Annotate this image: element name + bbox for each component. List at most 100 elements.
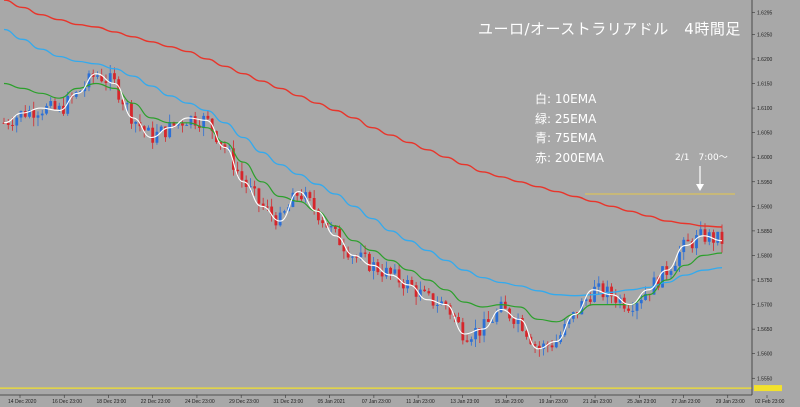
candle-down: [223, 144, 227, 149]
candle-up: [644, 293, 647, 300]
legend-ema75: 青: 75EMA: [535, 131, 597, 145]
candle-down: [312, 198, 316, 210]
candle-down: [414, 285, 418, 297]
x-tick-label: 25 Jan 23:00: [627, 399, 656, 405]
candle-up: [482, 319, 486, 336]
candle-down: [130, 103, 133, 124]
candle-down: [121, 99, 125, 105]
candle-up: [350, 256, 354, 258]
candle-down: [656, 277, 660, 288]
candle-up: [542, 343, 545, 349]
y-tick-label: 1.5950: [757, 180, 773, 186]
level-layer: [0, 193, 782, 392]
candle-down: [461, 322, 465, 341]
ema-layer: [3, 0, 723, 350]
candle-up: [74, 92, 78, 97]
candle-down: [588, 299, 592, 302]
candle-down: [367, 253, 371, 271]
candle-up: [635, 303, 639, 311]
candle-down: [100, 75, 104, 82]
candle-down: [342, 245, 346, 252]
y-tick-label: 1.5900: [757, 204, 773, 210]
candle-up: [618, 297, 622, 303]
candle-down: [321, 220, 325, 224]
candle-up: [57, 105, 61, 110]
x-tick-label: 05 Jan 2021: [318, 399, 346, 405]
candle-up: [716, 231, 720, 243]
legend-ema10: 白: 10EMA: [535, 92, 597, 106]
candle-up: [49, 101, 53, 106]
candle-down: [240, 171, 244, 180]
candle-down: [206, 115, 210, 119]
y-tick-label: 1.5650: [757, 327, 773, 333]
candle-up: [372, 262, 376, 271]
ema10-line: [3, 73, 723, 350]
candle-up: [499, 301, 503, 312]
candle-down: [32, 110, 36, 118]
ema75-line: [3, 28, 723, 297]
candle-up: [639, 299, 643, 304]
candle-down: [181, 123, 184, 126]
candle-up: [202, 115, 206, 128]
candle-down: [431, 293, 435, 306]
candle-up: [491, 321, 494, 323]
candle-down: [6, 122, 10, 125]
candle-up: [185, 124, 189, 126]
candle-down: [104, 81, 108, 83]
y-tick-label: 1.6050: [757, 131, 773, 137]
x-tick-label: 29 Jan 23:00: [716, 399, 745, 405]
candle-down: [333, 225, 337, 229]
candle-down: [401, 282, 405, 289]
candle-down: [363, 252, 367, 254]
candle-down: [142, 126, 146, 131]
support-price-tag: [754, 385, 782, 392]
candle-up: [66, 95, 70, 114]
candle-up: [134, 121, 138, 124]
candle-up: [435, 304, 439, 306]
candle-down: [550, 345, 554, 348]
candle-down: [627, 308, 630, 311]
candle-down: [720, 231, 724, 244]
y-tick-label: 1.6295: [757, 10, 773, 16]
ema-legend: 白: 10EMA 緑: 25EMA 青: 75EMA 赤: 200EMA: [535, 90, 604, 168]
candle-up: [597, 283, 601, 287]
chart-title: ユーロ/オーストラリアドル 4時間足: [478, 20, 741, 38]
candle-down: [448, 305, 452, 315]
candle-down: [520, 317, 524, 331]
candle-down: [380, 272, 384, 277]
candle-down: [486, 319, 490, 322]
y-tick-label: 1.6250: [757, 32, 773, 38]
candle-up: [278, 212, 282, 226]
candle-down: [11, 124, 14, 126]
candle-up: [516, 317, 520, 324]
x-tick-label: 13 Jan 23:00: [450, 399, 479, 405]
candle-up: [584, 299, 588, 302]
candle-down: [410, 279, 414, 286]
candle-down: [219, 142, 223, 145]
candle-down: [2, 122, 6, 124]
candle-up: [554, 342, 558, 348]
candle-down: [253, 186, 257, 189]
candle-up: [45, 105, 48, 114]
candle-up: [176, 123, 180, 126]
candle-up: [329, 225, 333, 228]
legend-ema25: 緑: 25EMA: [535, 111, 597, 126]
x-tick-label: 14 Dec 2020: [8, 399, 37, 405]
y-tick-label: 1.6200: [757, 57, 773, 63]
candle-up: [359, 252, 363, 258]
candle-down: [712, 232, 715, 243]
candle-down: [308, 192, 312, 199]
x-tick-label: 29 Dec 23:00: [229, 399, 259, 405]
x-tick-label: 02 Feb 23:00: [755, 399, 785, 405]
x-tick-label: 15 Jan 23:00: [495, 399, 524, 405]
candle-down: [236, 169, 240, 172]
candle-up: [393, 269, 397, 274]
x-tick-label: 11 Jan 23:00: [406, 399, 435, 405]
y-tick-label: 1.6000: [757, 155, 773, 161]
y-tick-label: 1.5550: [757, 376, 773, 382]
y-tick-label: 1.5700: [757, 303, 773, 309]
candle-up: [440, 301, 443, 305]
candle-down: [261, 203, 265, 207]
